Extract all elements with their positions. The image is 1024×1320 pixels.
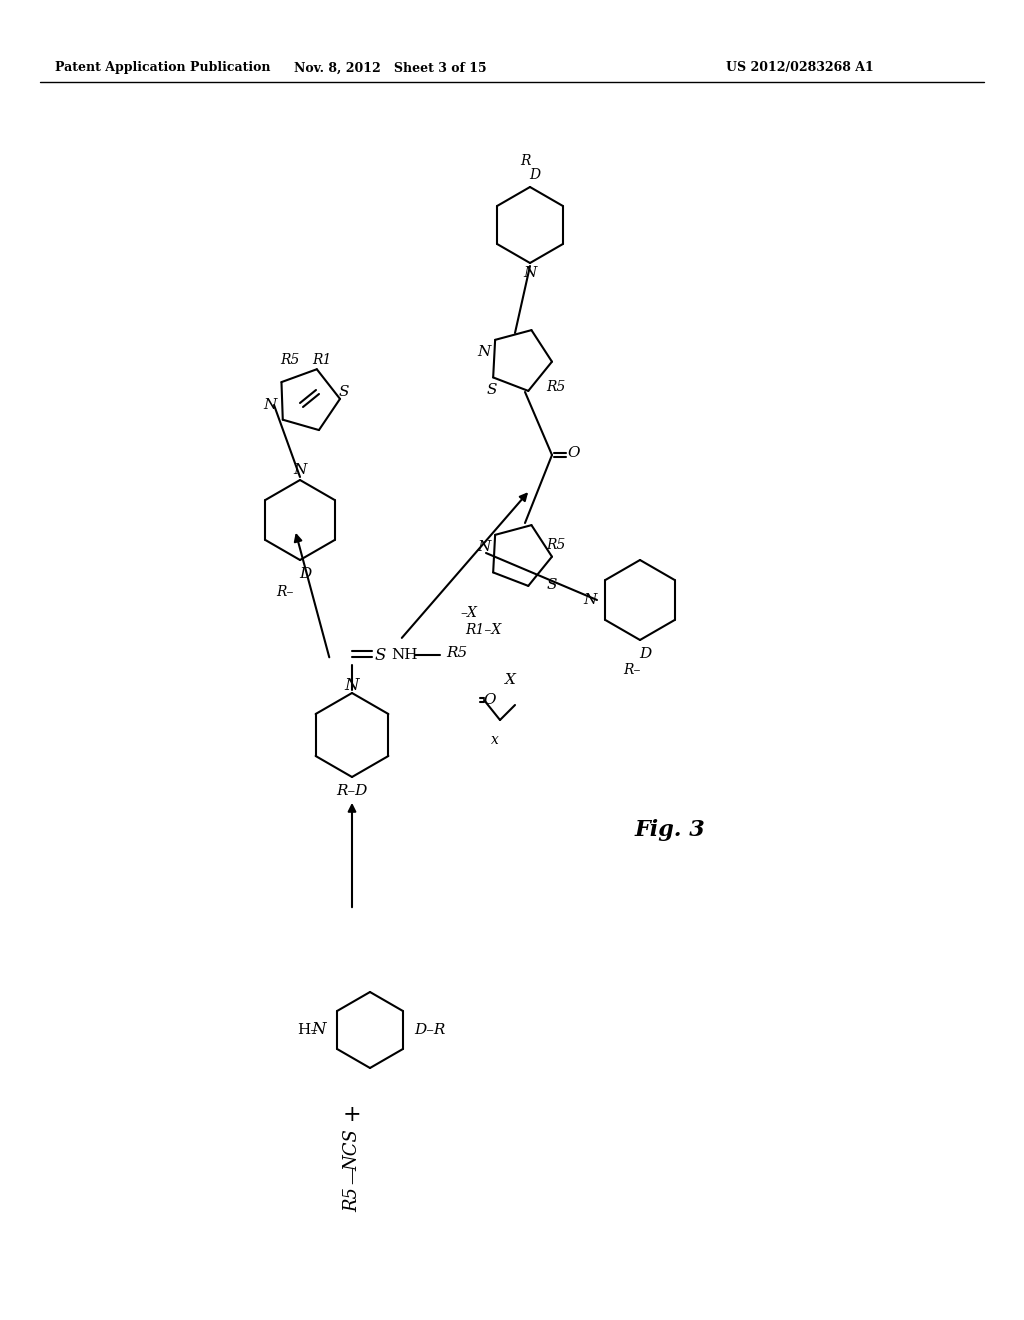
Text: O: O xyxy=(483,693,497,708)
Text: R5: R5 xyxy=(547,380,565,393)
Text: N: N xyxy=(293,463,306,477)
Text: N: N xyxy=(311,1022,326,1039)
Text: R1: R1 xyxy=(312,352,332,367)
Text: X: X xyxy=(505,673,515,686)
Text: R–D: R–D xyxy=(336,784,368,799)
Text: —: — xyxy=(343,1166,361,1184)
Text: N: N xyxy=(477,540,490,554)
Text: R5: R5 xyxy=(446,645,468,660)
Text: S: S xyxy=(547,578,557,591)
Text: NCS: NCS xyxy=(343,1129,361,1171)
Text: R–: R– xyxy=(276,585,294,599)
Text: D: D xyxy=(639,647,651,661)
Text: D: D xyxy=(299,568,311,581)
Text: R5: R5 xyxy=(343,1188,361,1213)
Text: +: + xyxy=(343,1104,361,1126)
Text: –X: –X xyxy=(460,606,477,620)
Text: Nov. 8, 2012   Sheet 3 of 15: Nov. 8, 2012 Sheet 3 of 15 xyxy=(294,62,486,74)
Text: Fig. 3: Fig. 3 xyxy=(635,818,706,841)
Text: S: S xyxy=(486,383,498,397)
Text: N: N xyxy=(584,593,597,607)
Text: Patent Application Publication: Patent Application Publication xyxy=(55,62,270,74)
Text: R5: R5 xyxy=(281,352,300,367)
Text: N: N xyxy=(477,345,490,359)
Text: R: R xyxy=(520,154,530,168)
Text: D–R: D–R xyxy=(414,1023,445,1038)
Text: R1–X: R1–X xyxy=(465,623,502,638)
Text: S: S xyxy=(339,385,349,399)
Text: US 2012/0283268 A1: US 2012/0283268 A1 xyxy=(726,62,873,74)
Text: NH: NH xyxy=(392,648,418,663)
Text: R5: R5 xyxy=(547,539,565,552)
Text: R–: R– xyxy=(624,663,641,677)
Text: H–: H– xyxy=(297,1023,318,1038)
Text: O: O xyxy=(567,446,581,459)
Text: N: N xyxy=(263,399,276,412)
Text: x: x xyxy=(492,733,499,747)
Text: N: N xyxy=(345,676,359,693)
Text: D: D xyxy=(529,168,541,182)
Text: S: S xyxy=(375,647,386,664)
Text: N: N xyxy=(523,267,537,280)
